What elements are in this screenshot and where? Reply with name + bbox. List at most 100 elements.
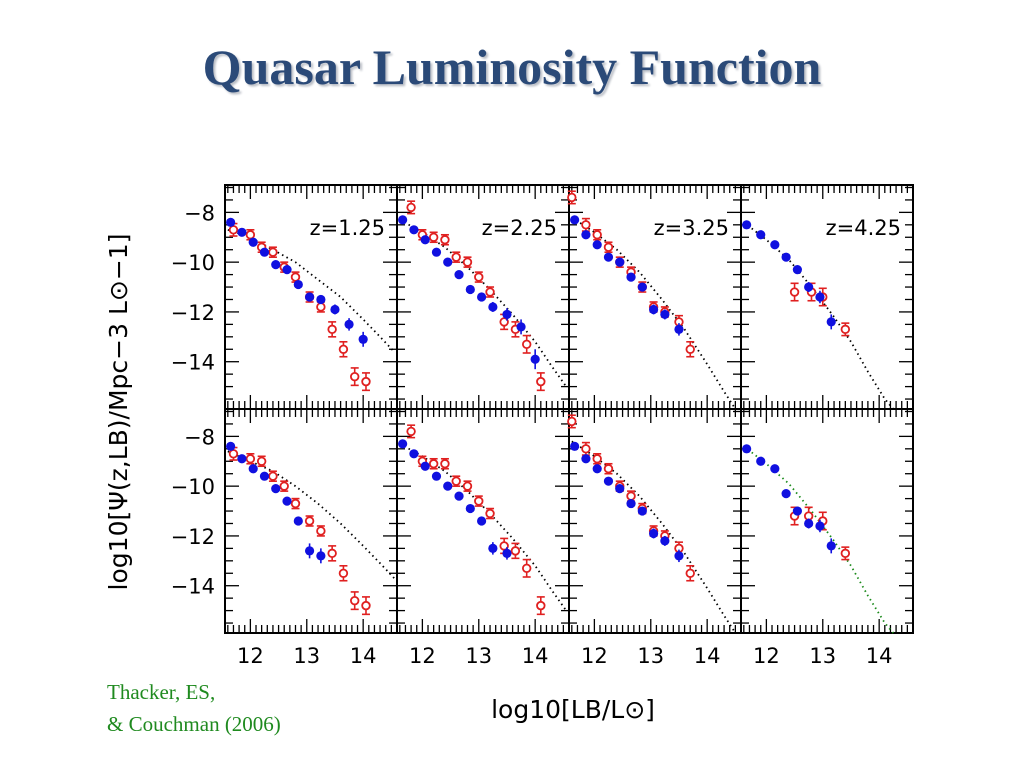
simulation-point [756, 456, 766, 466]
observed-point [581, 220, 591, 230]
x-tick-label: 13 [637, 644, 664, 668]
observed-point [350, 595, 360, 606]
simulation-point [804, 518, 814, 529]
observed-point [603, 464, 614, 474]
simulation-point [815, 521, 825, 531]
panel-label: z=4.25 [826, 216, 901, 240]
simulation-point [770, 240, 780, 250]
observed-point [268, 471, 278, 481]
observed-point [474, 272, 484, 282]
simulation-point [756, 230, 766, 240]
panel-4: z=4.25 [740, 184, 914, 410]
simulation-point [674, 324, 684, 334]
simulation-point [476, 292, 487, 302]
simulation-point [293, 279, 303, 290]
simulation-point [603, 476, 614, 486]
simulation-point [781, 252, 791, 262]
simulation-point [409, 225, 419, 235]
observed-point [361, 600, 371, 611]
simulation-point [626, 498, 636, 509]
observed-point [327, 548, 337, 559]
simulation-point [826, 541, 836, 551]
qlf-chart: z=1.25 z=2.25 z=3.25 z=4.25 −8 −10 −12 −14 −8 −1… [104, 184, 914, 724]
observed-point [567, 416, 577, 427]
simulation-point [592, 240, 602, 250]
simulation-point [226, 441, 236, 451]
simulation-point [770, 464, 780, 474]
simulation-point [358, 334, 368, 344]
observed-point [685, 568, 695, 578]
simulation-point [465, 503, 475, 514]
y-tick-label: −12 [171, 525, 215, 549]
simulation-point [431, 471, 442, 481]
simulation-point [293, 516, 303, 526]
y-tick-label: −8 [184, 425, 215, 449]
simulation-point [615, 484, 625, 494]
observed-point [304, 516, 315, 526]
observed-point [840, 548, 851, 559]
simulation-point [815, 292, 825, 302]
simulation-point [454, 270, 464, 280]
panel-frame [568, 408, 742, 634]
simulation-point [488, 302, 498, 312]
simulation-point [570, 215, 580, 225]
x-tick-label: 12 [581, 644, 608, 668]
observed-point [338, 344, 349, 354]
simulation-point [282, 496, 292, 506]
simulation-point [488, 543, 498, 553]
simulation-point [792, 265, 802, 275]
simulation-point [648, 528, 659, 539]
simulation-point [826, 317, 836, 327]
observed-point [428, 232, 439, 242]
panel-frame [740, 408, 914, 634]
y-tick-label: −10 [171, 475, 215, 499]
citation: Thacker, ES, & Couchman (2006) [107, 676, 407, 740]
simulation-point [316, 294, 326, 305]
observed-point [522, 339, 532, 349]
observed-point [228, 449, 239, 459]
observed-point [499, 317, 509, 327]
simulation-point [502, 548, 512, 558]
observed-point [536, 600, 546, 611]
simulation-point [660, 309, 670, 320]
panel-3: z=3.25 [567, 184, 742, 410]
slide-title: Quasar Luminosity Function [202, 39, 822, 95]
observed-point [685, 344, 695, 354]
simulation-point [248, 237, 258, 247]
x-tick-label: 13 [293, 644, 320, 668]
model-curve [743, 445, 894, 634]
simulation-point [443, 481, 453, 491]
x-tick-label: 14 [522, 644, 549, 668]
simulation-point [637, 282, 647, 292]
observed-point [440, 235, 450, 245]
simulation-point [248, 464, 258, 474]
observed-point [228, 225, 239, 235]
x-tick-label: 14 [694, 644, 721, 668]
observed-point [451, 252, 461, 262]
panel-label: z=2.25 [482, 216, 557, 240]
panel-6 [396, 408, 570, 634]
simulation-point [648, 304, 659, 315]
simulation-point [304, 292, 315, 302]
observed-point [316, 302, 326, 312]
simulation-point [742, 444, 752, 454]
observed-point [581, 444, 591, 454]
simulation-point [530, 354, 540, 364]
simulation-point [592, 464, 602, 474]
simulation-point [781, 489, 791, 499]
simulation-point [420, 461, 430, 471]
simulation-point [792, 506, 802, 516]
observed-point [485, 287, 495, 297]
simulation-point [804, 282, 814, 292]
observed-point [350, 371, 360, 382]
x-axis-label: log10[LB/L⊙] [491, 695, 655, 724]
simulation-point [237, 454, 247, 464]
observed-point [485, 508, 495, 519]
panel-8 [740, 408, 914, 634]
simulation-point [409, 449, 419, 459]
observed-point [290, 272, 301, 282]
chart-panels: z=1.25 z=2.25 z=3.25 z=4.25 [224, 184, 914, 634]
observed-point [462, 257, 473, 267]
simulation-point [465, 284, 475, 295]
observed-point [406, 426, 416, 437]
